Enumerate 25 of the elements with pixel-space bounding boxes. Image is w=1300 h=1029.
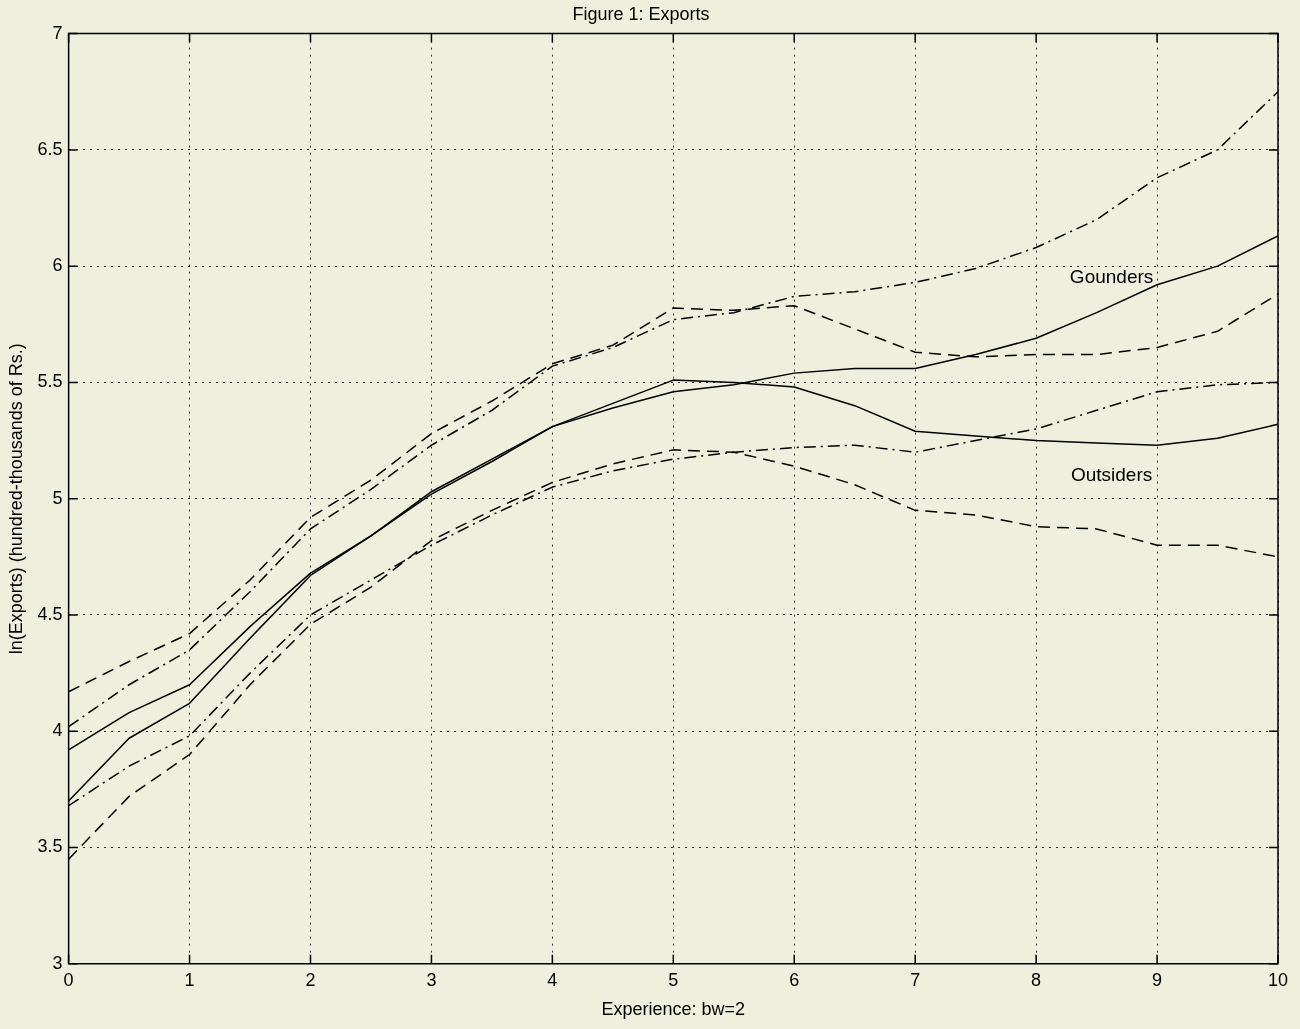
y-tick-label: 5: [52, 487, 63, 508]
y-axis-title: ln(Exports) (hundred-thousands of Rs.): [5, 343, 26, 655]
x-axis-title: Experience: bw=2: [601, 999, 746, 1020]
x-tick-label: 10: [1267, 969, 1289, 990]
y-tick-label: 5.5: [37, 371, 63, 392]
x-tick-label: 2: [305, 969, 316, 990]
y-tick-label: 3.5: [37, 836, 63, 857]
y-tick-label: 7: [52, 22, 63, 43]
chart-title: Figure 1: Exports: [572, 3, 710, 24]
y-tick-label: 4: [52, 720, 63, 741]
y-tick-label: 3: [52, 952, 63, 973]
x-tick-label: 7: [910, 969, 921, 990]
y-tick-label: 6: [52, 255, 63, 276]
x-tick-label: 6: [789, 969, 800, 990]
x-tick-label: 4: [547, 969, 558, 990]
y-tick-label: 4.5: [37, 603, 63, 624]
x-tick-label: 1: [184, 969, 195, 990]
x-tick-label: 0: [63, 969, 74, 990]
x-tick-label: 9: [1152, 969, 1163, 990]
x-tick-label: 3: [426, 969, 437, 990]
x-tick-label: 5: [668, 969, 679, 990]
x-tick-label: 8: [1031, 969, 1042, 990]
series-label: Outsiders: [1070, 463, 1153, 485]
y-tick-label: 6.5: [37, 138, 63, 159]
series-label: Gounders: [1069, 265, 1154, 287]
